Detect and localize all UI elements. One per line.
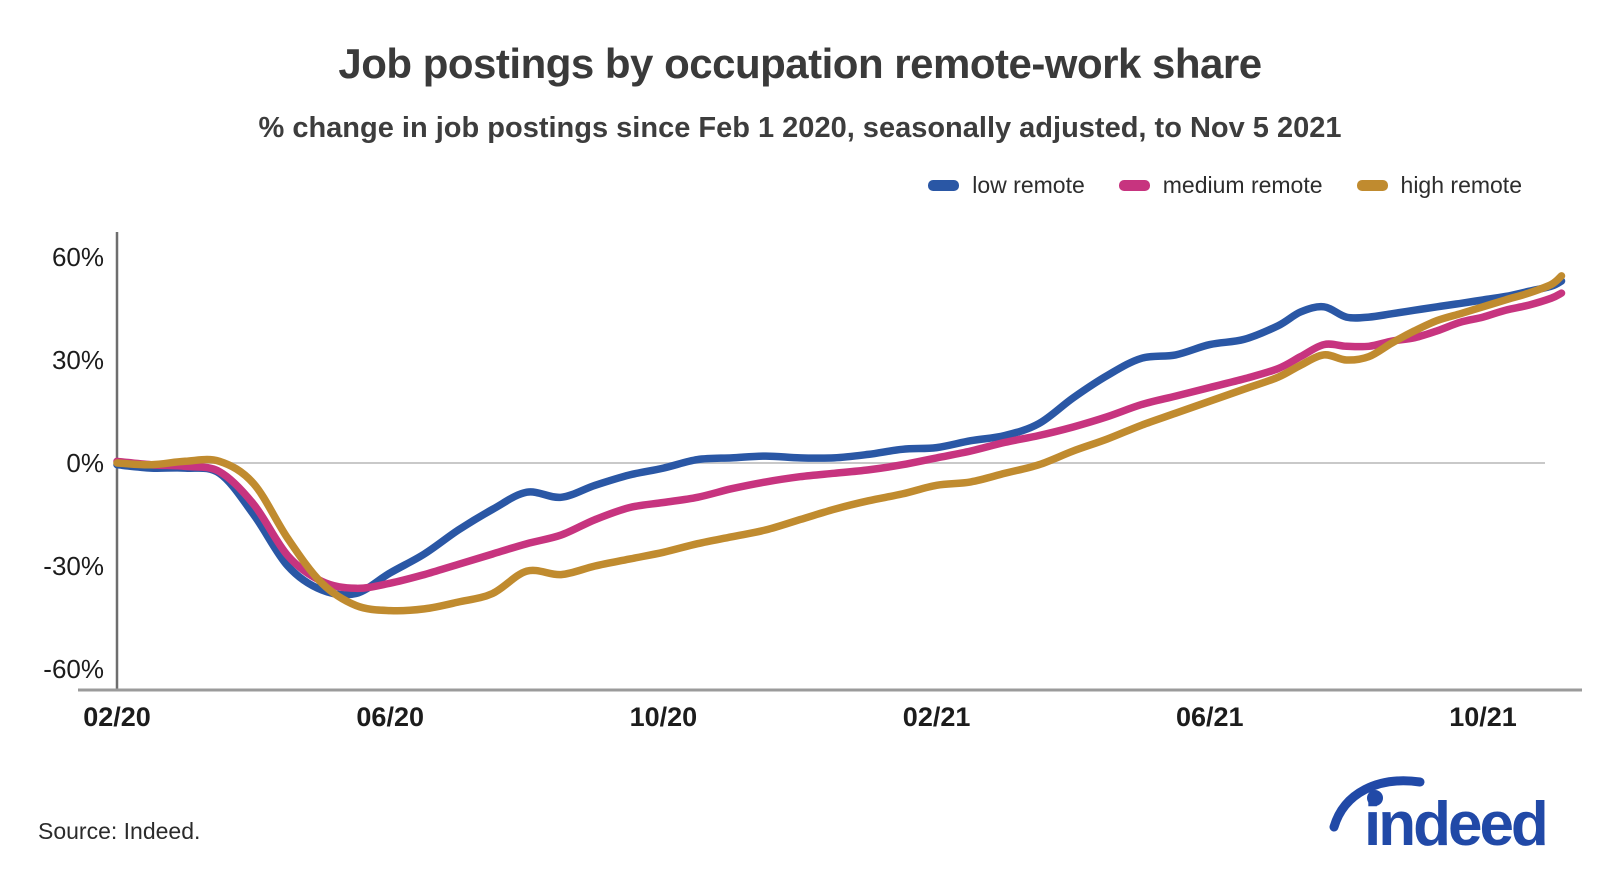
x-tick-label: 06/20 xyxy=(356,702,424,732)
legend-label-high-remote: high remote xyxy=(1400,172,1522,198)
source-note: Source: Indeed. xyxy=(38,818,201,844)
legend-label-medium-remote: medium remote xyxy=(1162,172,1323,198)
y-tick-label: 0% xyxy=(66,448,104,478)
x-tick-label: 06/21 xyxy=(1176,702,1244,732)
y-tick-label: 60% xyxy=(52,242,104,272)
series-line-high-remote xyxy=(113,272,1566,615)
series-line-medium-remote xyxy=(113,289,1566,593)
legend-swatch-high-remote xyxy=(1356,180,1388,191)
chart-subtitle: % change in job postings since Feb 1 202… xyxy=(258,112,1342,144)
legend-swatch-medium-remote xyxy=(1118,180,1150,191)
y-tick-label: -30% xyxy=(43,551,104,581)
series-line-low-remote xyxy=(113,277,1566,599)
x-tick-label: 10/21 xyxy=(1449,702,1517,732)
y-tick-label: 30% xyxy=(52,345,104,375)
chart-title: Job postings by occupation remote-work s… xyxy=(338,40,1262,87)
legend-label-low-remote: low remote xyxy=(972,172,1085,198)
legend: low remote medium remote high remote xyxy=(928,172,1522,199)
indeed-logo: indeed xyxy=(1329,776,1549,859)
indeed-logo-arc xyxy=(1329,776,1425,832)
indeed-logo-dot xyxy=(1367,790,1383,806)
legend-item-high-remote: high remote xyxy=(1356,172,1522,199)
legend-item-medium-remote: medium remote xyxy=(1118,172,1323,199)
x-tick-label: 10/20 xyxy=(630,702,698,732)
legend-item-low-remote: low remote xyxy=(928,172,1085,199)
y-tick-label: -60% xyxy=(43,654,104,684)
legend-swatch-low-remote xyxy=(928,180,960,191)
x-tick-label: 02/20 xyxy=(83,702,151,732)
x-tick-label: 02/21 xyxy=(903,702,971,732)
indeed-logo-text: indeed xyxy=(1364,790,1546,859)
